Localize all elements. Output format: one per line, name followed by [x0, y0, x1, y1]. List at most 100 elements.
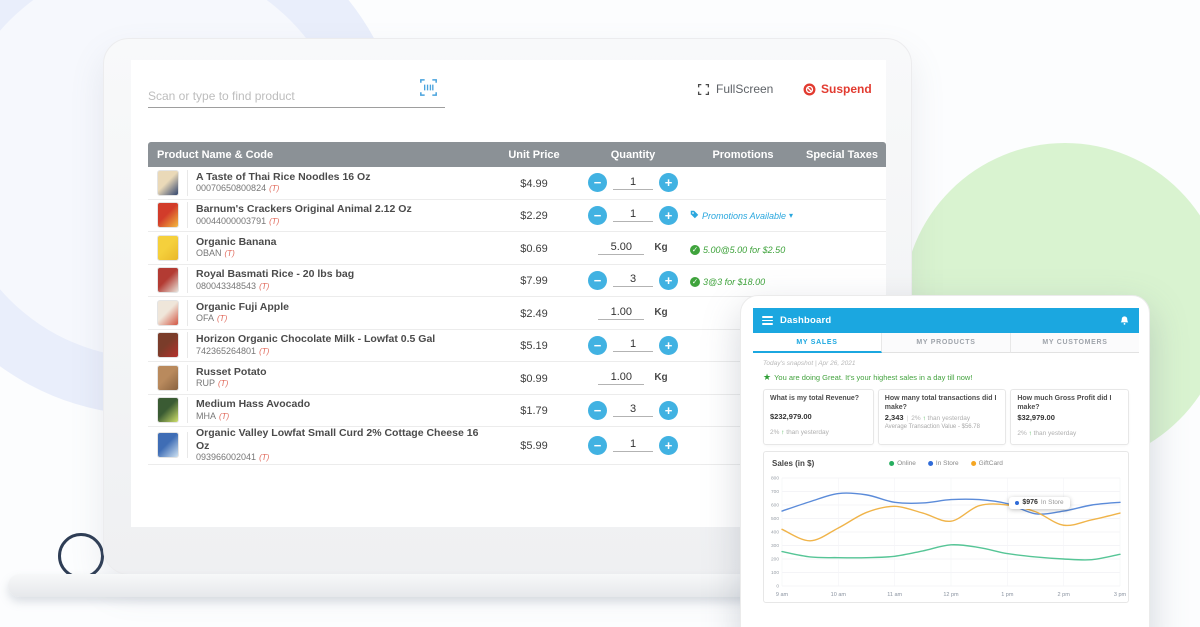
- product-code: 093966002041 (T): [196, 452, 270, 463]
- increase-quantity-button[interactable]: +: [659, 400, 678, 420]
- quantity-cell: −+: [578, 270, 688, 290]
- stat-value: $32,979.00: [1017, 413, 1055, 423]
- arrow-up-icon: ↑: [922, 415, 926, 423]
- decrease-quantity-button[interactable]: −: [588, 173, 607, 193]
- decrease-quantity-button[interactable]: −: [588, 400, 607, 420]
- unit-price: $7.99: [520, 275, 548, 288]
- stat-question: How many total transactions did I make?: [884, 395, 997, 412]
- quantity-input[interactable]: [613, 438, 653, 453]
- menu-icon[interactable]: [762, 316, 773, 325]
- legend-item-in-store[interactable]: In Store: [927, 460, 959, 467]
- product-image: [157, 169, 179, 196]
- legend-item-online[interactable]: Online: [889, 460, 916, 467]
- tab-my-products[interactable]: MY PRODUCTS: [882, 333, 1011, 353]
- increase-quantity-button[interactable]: +: [659, 270, 678, 290]
- legend-item-giftcard[interactable]: GiftCard: [970, 460, 1003, 467]
- product-thumbnail: [157, 397, 188, 424]
- separator: |: [906, 415, 909, 423]
- unit-price: $2.29: [520, 210, 548, 223]
- check-icon: ✓: [690, 277, 700, 288]
- fullscreen-button[interactable]: FullScreen: [697, 82, 773, 96]
- tax-flag[interactable]: (T): [217, 314, 228, 324]
- tax-flag[interactable]: (T): [224, 249, 235, 259]
- dashboard-tabs: MY SALES MY PRODUCTS MY CUSTOMERS: [753, 333, 1139, 353]
- unit-price: $2.49: [520, 307, 548, 320]
- tax-flag[interactable]: (T): [269, 184, 280, 194]
- increase-quantity-button[interactable]: +: [659, 205, 678, 225]
- unit-price-cell: $2.29: [490, 206, 578, 224]
- quantity-input[interactable]: [613, 403, 653, 418]
- tooltip-value: $976: [1022, 499, 1038, 507]
- product-name-cell: Royal Basmati Rice - 20 lbs bag 080043348…: [148, 267, 490, 294]
- quantity-stepper: −+: [578, 335, 688, 355]
- tab-my-customers[interactable]: MY CUSTOMERS: [1011, 333, 1139, 353]
- weight-input[interactable]: [598, 305, 645, 320]
- highlight-message: ★ You are doing Great. It's your highest…: [763, 372, 973, 382]
- unit-price: $1.79: [520, 405, 548, 418]
- tax-flag[interactable]: (T): [219, 411, 230, 421]
- quantity-cell: −+: [578, 205, 688, 225]
- weight-input[interactable]: [598, 240, 645, 255]
- legend-dot: [889, 461, 895, 467]
- product-info: Horizon Organic Chocolate Milk - Lowfat …: [196, 333, 435, 357]
- product-thumbnail: [157, 169, 188, 196]
- product-name: Russet Potato: [196, 365, 267, 378]
- tab-my-sales[interactable]: MY SALES: [753, 333, 882, 353]
- product-name-cell: Organic Valley Lowfat Small Curd 2% Cott…: [148, 427, 490, 464]
- product-name-cell: Barnum's Crackers Original Animal 2.12 O…: [148, 202, 490, 229]
- star-icon: ★: [763, 372, 772, 382]
- quantity-input[interactable]: [613, 208, 653, 223]
- applied-promotion: ✓ 5.00@5.00 for $2.50: [690, 244, 785, 255]
- unit-price-cell: $1.79: [490, 401, 578, 419]
- stat-delta-row: 2% ↑ than yesterday: [1017, 422, 1122, 440]
- product-name-cell: Organic Banana OBAN (T): [148, 234, 490, 261]
- unit-price-cell: $4.99: [490, 174, 578, 192]
- tax-flag[interactable]: (T): [218, 379, 229, 389]
- dashboard-header: Dashboard: [753, 308, 1139, 333]
- stat-card: How many total transactions did I make? 2…: [877, 389, 1007, 446]
- svg-text:12 pm: 12 pm: [943, 592, 959, 598]
- product-name-cell: A Taste of Thai Rice Noodles 16 Oz 000706…: [148, 169, 490, 196]
- increase-quantity-button[interactable]: +: [659, 173, 678, 193]
- search-input[interactable]: [148, 85, 445, 108]
- quantity-cell: −+: [578, 173, 688, 193]
- decrease-quantity-button[interactable]: −: [588, 335, 607, 355]
- quantity-input[interactable]: [613, 338, 653, 353]
- check-icon: ✓: [690, 244, 700, 255]
- sales-line-chart[interactable]: 0 100 200 300 400 500 600 700 800 9 am 10 am 11 am 1…: [766, 472, 1126, 600]
- stat-value: 2,343: [884, 413, 904, 423]
- unit-price: $0.69: [520, 242, 548, 255]
- suspend-icon: [803, 83, 816, 96]
- stat-delta: 2% ↑ than yesterday: [1017, 430, 1077, 438]
- product-image: [157, 432, 179, 459]
- product-thumbnail: [157, 234, 188, 261]
- quantity-input[interactable]: [613, 273, 653, 288]
- unit-price-cell: $0.99: [490, 369, 578, 387]
- column-header: Product Name & Code: [157, 148, 274, 161]
- increase-quantity-button[interactable]: +: [659, 335, 678, 355]
- product-info: Royal Basmati Rice - 20 lbs bag 080043348…: [196, 268, 354, 292]
- suspend-button[interactable]: Suspend: [803, 82, 872, 96]
- quantity-stepper: −+: [578, 205, 688, 225]
- tax-flag[interactable]: (T): [269, 216, 280, 226]
- notifications-bell-icon[interactable]: [1119, 315, 1130, 326]
- svg-text:0: 0: [776, 584, 779, 590]
- fullscreen-label: FullScreen: [716, 82, 774, 96]
- quantity-input[interactable]: [613, 175, 653, 190]
- product-info: Barnum's Crackers Original Animal 2.12 O…: [196, 203, 412, 227]
- increase-quantity-button[interactable]: +: [659, 435, 678, 455]
- quantity-stepper: −+: [578, 435, 688, 455]
- decrease-quantity-button[interactable]: −: [588, 435, 607, 455]
- tax-flag[interactable]: (T): [259, 453, 270, 463]
- barcode-scan-icon[interactable]: [417, 76, 440, 104]
- decrease-quantity-button[interactable]: −: [588, 205, 607, 225]
- quantity-cell: −+: [578, 435, 688, 455]
- product-name: Horizon Organic Chocolate Milk - Lowfat …: [196, 333, 436, 346]
- tax-flag[interactable]: (T): [259, 281, 270, 291]
- weight-input[interactable]: [598, 370, 645, 385]
- product-name: Organic Fuji Apple: [196, 300, 289, 313]
- promotions-available-link[interactable]: Promotions Available ▾: [690, 210, 793, 221]
- decrease-quantity-button[interactable]: −: [588, 270, 607, 290]
- tax-flag[interactable]: (T): [259, 346, 270, 356]
